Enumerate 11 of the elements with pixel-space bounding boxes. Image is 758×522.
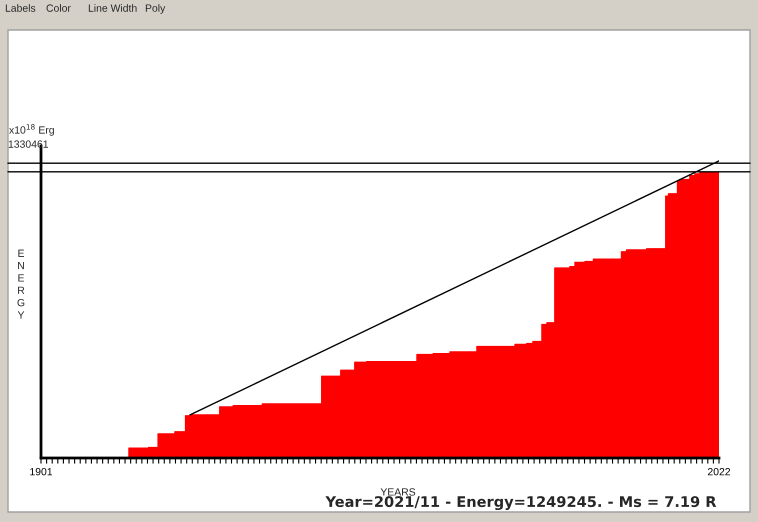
text: 1330461	[8, 140, 48, 148]
text: Color	[46, 4, 71, 12]
x-axis-title: YEARS	[380, 488, 416, 496]
text: Year=2021/11 - Energy=1249245. - Ms = 7.19 R	[325, 496, 716, 510]
text: x10$^{18}$ Erg	[9, 124, 54, 136]
y-axis-title: ENERGY	[17, 250, 24, 319]
text: Line Width	[88, 4, 137, 12]
text: Poly	[146, 4, 166, 14]
x-tick-label: 2022	[708, 468, 730, 476]
x-tick-label: 1901	[30, 468, 52, 476]
text: Labels	[6, 4, 36, 12]
